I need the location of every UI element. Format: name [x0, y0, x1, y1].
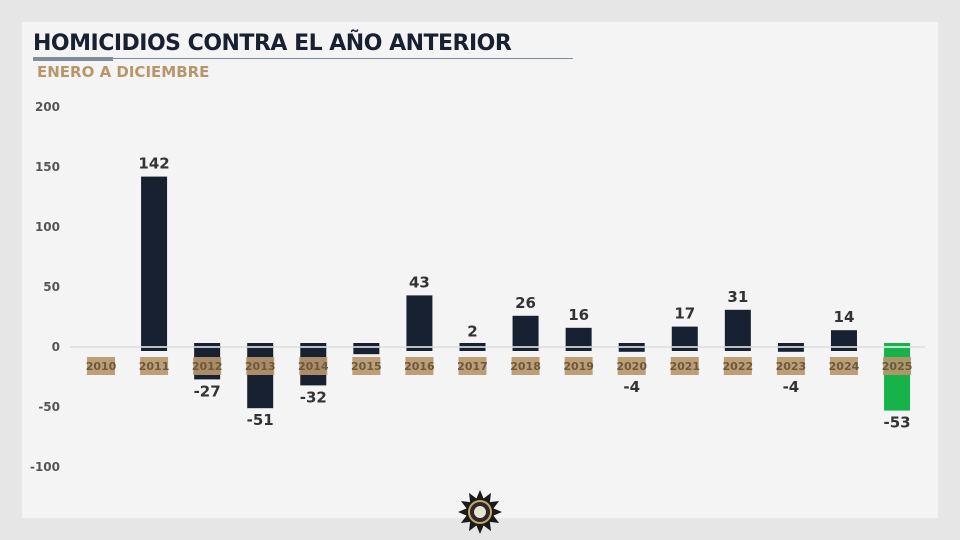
bar-2022 — [724, 309, 751, 351]
y-tick-label: 150 — [35, 160, 60, 174]
data-label-2016: 43 — [409, 273, 430, 291]
bar-2025 — [884, 343, 911, 411]
data-label-2025: -53 — [883, 414, 910, 432]
y-tick-label: 50 — [43, 280, 60, 294]
x-tick-label: 2023 — [776, 360, 807, 373]
x-tick-label: 2011 — [139, 360, 170, 373]
bar-2019 — [565, 327, 592, 351]
page-subtitle: ENERO A DICIEMBRE — [37, 63, 210, 81]
bar-2016 — [406, 295, 433, 351]
data-label-2023: -4 — [783, 378, 800, 396]
bar-2013 — [247, 343, 274, 409]
y-tick-label: -50 — [38, 400, 60, 414]
x-label-bg — [829, 357, 858, 375]
x-label-bg — [405, 357, 434, 375]
title-divider — [33, 58, 573, 59]
x-label-bg — [670, 357, 699, 375]
bar-2018 — [512, 315, 539, 351]
x-label-bg — [883, 357, 912, 375]
y-tick-label: 0 — [52, 340, 60, 354]
x-tick-label: 2025 — [882, 360, 913, 373]
y-tick-label: 100 — [35, 220, 60, 234]
slide-card — [22, 22, 938, 518]
x-tick-label: 2024 — [829, 360, 860, 373]
data-label-2013: -51 — [247, 411, 274, 429]
page-title: HOMICIDIOS CONTRA EL AÑO ANTERIOR — [33, 31, 512, 56]
x-label-bg — [352, 357, 381, 375]
data-label-2012: -27 — [194, 382, 221, 400]
y-tick-label: 200 — [35, 100, 60, 114]
data-label-2011: 142 — [138, 155, 169, 173]
bar-2024 — [830, 330, 857, 351]
title-divider-accent — [33, 57, 113, 61]
x-tick-label: 2012 — [192, 360, 223, 373]
data-label-2017: 2 — [467, 323, 477, 341]
x-tick-label: 2016 — [404, 360, 435, 373]
data-label-2022: 31 — [727, 288, 748, 306]
x-label-bg — [511, 357, 540, 375]
bar-2015 — [353, 343, 380, 355]
x-tick-label: 2015 — [351, 360, 382, 373]
x-label-bg — [617, 357, 646, 375]
x-label-bg — [776, 357, 805, 375]
x-label-bg — [193, 357, 222, 375]
data-label-2024: 14 — [834, 308, 855, 326]
x-label-bg — [140, 357, 169, 375]
x-label-bg — [564, 357, 593, 375]
x-tick-label: 2010 — [86, 360, 117, 373]
x-tick-label: 2022 — [723, 360, 754, 373]
x-label-bg — [87, 357, 115, 375]
x-label-bg — [458, 357, 487, 375]
y-tick-label: -100 — [30, 460, 60, 474]
x-tick-label: 2017 — [457, 360, 488, 373]
data-label-2021: 17 — [674, 305, 695, 323]
x-tick-label: 2014 — [298, 360, 329, 373]
data-label-2018: 26 — [515, 294, 536, 312]
x-label-bg — [723, 357, 752, 375]
x-tick-label: 2013 — [245, 360, 276, 373]
x-tick-label: 2021 — [669, 360, 700, 373]
x-tick-label: 2018 — [510, 360, 541, 373]
data-label-2020: -4 — [623, 378, 640, 396]
x-label-bg — [246, 357, 275, 375]
data-label-2014: -32 — [300, 388, 327, 406]
x-tick-label: 2020 — [616, 360, 647, 373]
data-label-2019: 16 — [568, 306, 589, 324]
x-label-bg — [299, 357, 328, 375]
x-tick-label: 2019 — [563, 360, 594, 373]
bar-2011 — [141, 176, 168, 351]
